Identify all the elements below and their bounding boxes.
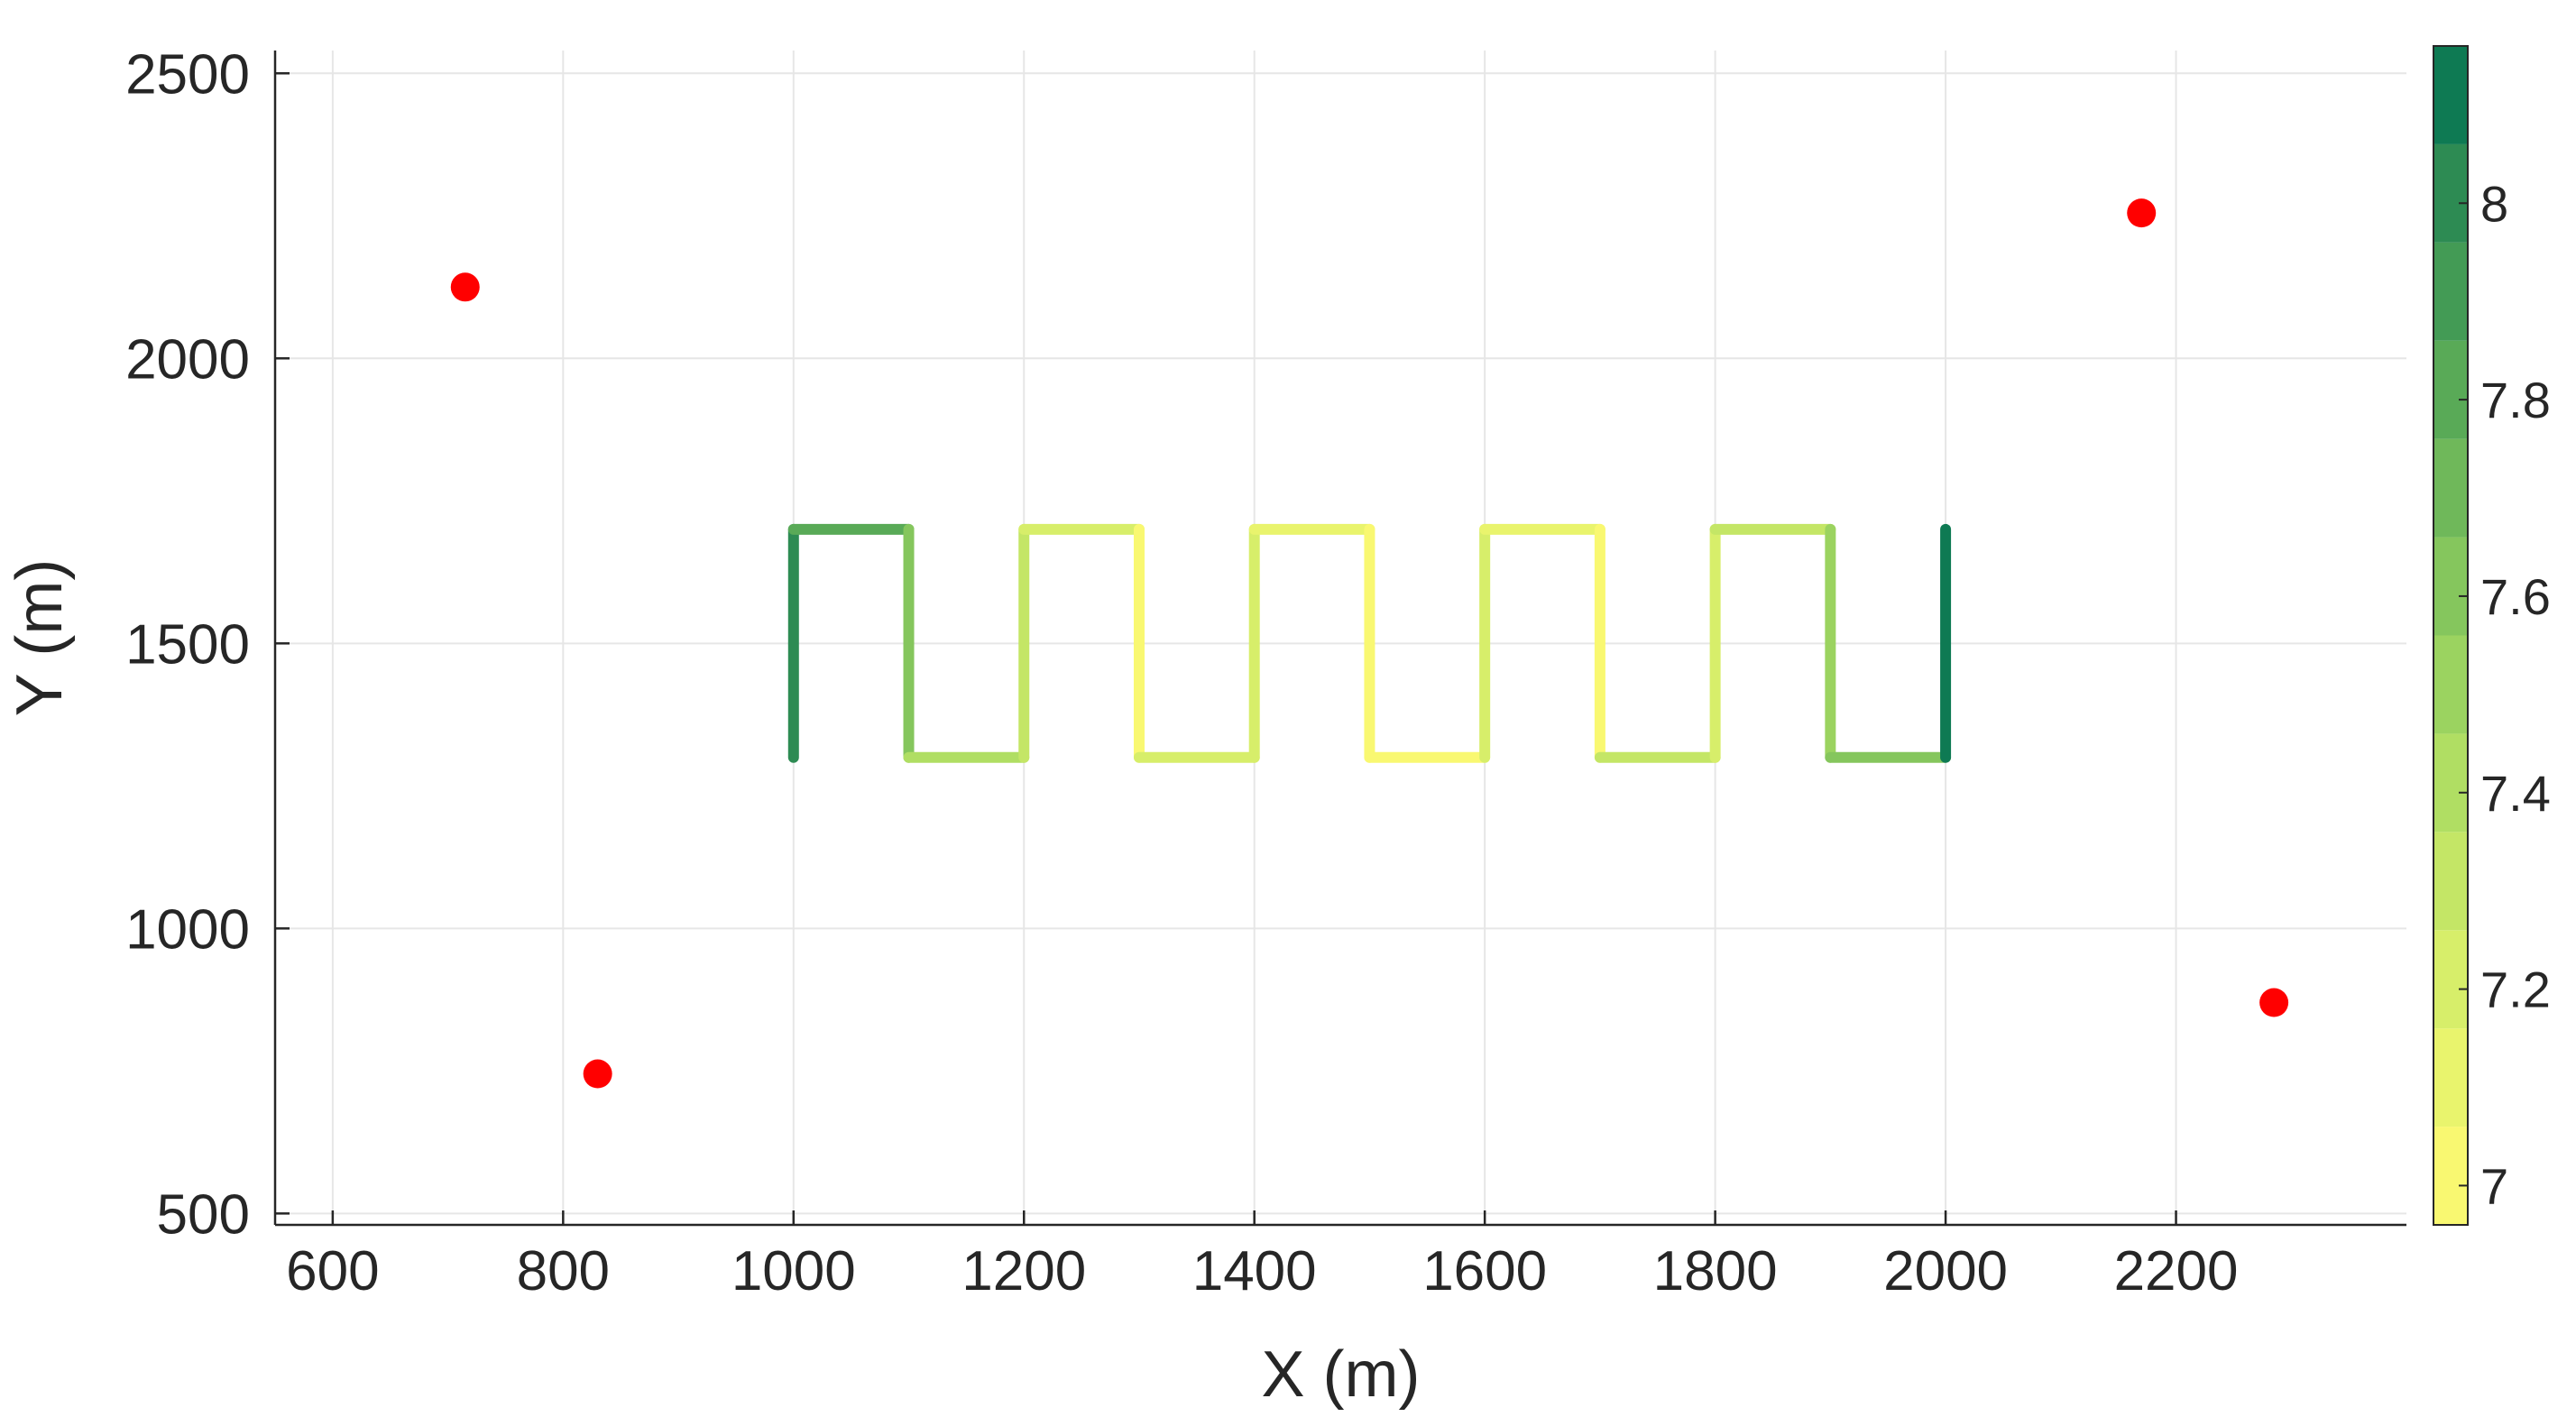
colorbar-swatch — [2433, 1028, 2468, 1127]
colorbar-swatch — [2433, 242, 2468, 341]
y-tick-label: 2000 — [125, 328, 250, 391]
colorbar-tick-label: 7 — [2480, 1157, 2508, 1214]
colorbar-tick-label: 7.8 — [2480, 372, 2551, 428]
colorbar-tick-label: 8 — [2480, 175, 2508, 232]
colorbar-tick-label: 7.4 — [2480, 765, 2551, 822]
x-tick-label: 2200 — [2114, 1240, 2239, 1302]
x-tick-label: 2000 — [1883, 1240, 2008, 1302]
colorbar-swatch — [2433, 438, 2468, 538]
anchor-point — [583, 1059, 612, 1089]
colorbar: 7 7.2 7.4 7.6 7.8 8 — [2433, 45, 2551, 1226]
trajectory — [787, 523, 1952, 763]
anchor-point — [2259, 988, 2289, 1017]
anchor-point — [450, 272, 480, 302]
colorbar-swatch — [2433, 733, 2468, 833]
y-tick-label: 2500 — [125, 43, 250, 106]
colorbar-swatch — [2433, 537, 2468, 636]
y-axis-label: Y (m) — [4, 559, 76, 717]
x-tick-label: 1000 — [731, 1240, 856, 1302]
y-tick-label: 1500 — [125, 613, 250, 676]
colorbar-swatch — [2433, 930, 2468, 1029]
y-tick-label: 500 — [157, 1183, 250, 1246]
grid — [275, 51, 2406, 1225]
colorbar-swatch — [2433, 46, 2468, 144]
colorbar-swatch — [2433, 340, 2468, 439]
colorbar-tick-label: 7.6 — [2480, 568, 2551, 625]
colorbar-swatch — [2433, 1127, 2468, 1225]
colorbar-tick-label: 7.2 — [2480, 962, 2551, 1018]
x-tick-label: 600 — [286, 1240, 379, 1302]
x-tick-label: 1200 — [961, 1240, 1086, 1302]
colorbar-swatch — [2433, 832, 2468, 931]
x-axis-label: X (m) — [1262, 1339, 1421, 1411]
x-tick-label: 800 — [517, 1240, 610, 1302]
colorbar-swatch — [2433, 143, 2468, 243]
x-tick-label: 1600 — [1422, 1240, 1547, 1302]
y-tick-label: 1000 — [125, 898, 250, 961]
anchor-points — [450, 198, 2289, 1089]
x-tick-label: 1800 — [1653, 1240, 1778, 1302]
axes: 600 800 1000 1200 1400 1600 1800 2000 2200 500 100… — [125, 43, 2406, 1302]
colorbar-swatch — [2433, 635, 2468, 734]
anchor-point — [2127, 198, 2157, 228]
x-tick-label: 1400 — [1192, 1240, 1317, 1302]
colorbar-frame — [2433, 45, 2469, 1226]
